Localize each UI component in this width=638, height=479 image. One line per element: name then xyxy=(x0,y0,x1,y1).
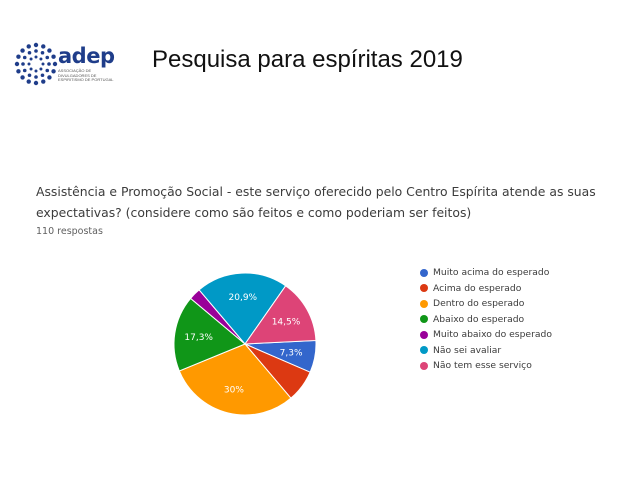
logo-dot xyxy=(45,55,50,60)
logo-dot xyxy=(33,80,39,86)
logo-dot xyxy=(33,42,39,48)
slide-title: Pesquisa para espíritas 2019 xyxy=(152,46,463,73)
logo-dot xyxy=(29,57,33,61)
logo-dot xyxy=(47,62,51,66)
logo-dot xyxy=(21,62,25,66)
logo-dot xyxy=(40,73,45,78)
pie-slice xyxy=(198,272,287,345)
logo-dot xyxy=(29,67,33,71)
legend-item: Não sei avaliar xyxy=(420,343,552,359)
legend-item: Dentro do esperado xyxy=(420,296,552,312)
legend-swatch xyxy=(420,361,428,370)
logo-dot xyxy=(27,50,32,55)
logo-dot xyxy=(34,75,38,79)
slice-label: 7,3% xyxy=(280,348,303,358)
adep-logo-mark xyxy=(14,42,58,86)
question-text: Assistência e Promoção Social - este ser… xyxy=(36,184,596,220)
logo-dot xyxy=(27,62,31,66)
logo-dot xyxy=(22,68,27,73)
legend-label: Muito abaixo do esperado xyxy=(433,329,552,341)
logo-dot xyxy=(22,55,27,60)
slice-label: 17,3% xyxy=(184,333,213,343)
logo-dot xyxy=(26,44,31,49)
legend-item: Muito abaixo do esperado xyxy=(420,327,552,343)
logo-dot xyxy=(26,79,31,84)
legend-item: Muito acima do esperado xyxy=(420,265,552,281)
legend-swatch xyxy=(420,330,428,339)
legend-label: Acima do esperado xyxy=(433,282,522,294)
logo-text: adep xyxy=(58,44,115,68)
logo-dot xyxy=(47,48,52,53)
logo-dot xyxy=(41,44,46,49)
adep-logo: adep Associação de Divulgadores de Espir… xyxy=(14,42,118,86)
legend-item: Acima do esperado xyxy=(420,281,552,297)
logo-dot xyxy=(41,79,46,84)
legend-item: Abaixo do esperado xyxy=(420,312,552,328)
logo-dot xyxy=(45,68,50,73)
legend-swatch xyxy=(420,284,428,293)
logo-dot xyxy=(34,69,38,73)
logo-dot xyxy=(39,67,43,71)
slice-label: 30% xyxy=(224,386,244,396)
legend-label: Não sei avaliar xyxy=(433,344,502,356)
logo-dot xyxy=(34,49,38,53)
legend-swatch xyxy=(420,299,428,308)
logo-dot xyxy=(20,48,25,53)
legend-item: Não tem esse serviço xyxy=(420,358,552,374)
slice-label: 14,5% xyxy=(272,317,301,327)
logo-dot xyxy=(40,50,45,55)
legend-swatch xyxy=(420,268,428,277)
logo-dot xyxy=(41,62,45,66)
logo-dot xyxy=(47,75,52,80)
response-count: 110 respostas xyxy=(36,226,103,237)
legend-label: Não tem esse serviço xyxy=(433,360,532,372)
pie-slice xyxy=(244,285,317,345)
legend-label: Muito acima do esperado xyxy=(433,267,550,279)
logo-dot xyxy=(39,57,43,61)
legend-swatch xyxy=(420,346,428,355)
pie-slice xyxy=(173,297,246,372)
pie-slice xyxy=(178,343,292,416)
legend-label: Abaixo do esperado xyxy=(433,313,525,325)
logo-dot xyxy=(51,54,56,59)
chart-legend: Muito acima do esperado Acima do esperado… xyxy=(420,265,552,374)
logo-subtitle: Associação de Divulgadores de Espiritism… xyxy=(58,68,114,82)
logo-dot xyxy=(34,55,38,59)
pie-chart: 7,3% 30% 17,3% 20,9% 14,5% xyxy=(173,272,317,416)
slice-label: 20,9% xyxy=(229,293,258,303)
logo-dot xyxy=(20,75,25,80)
logo-dot xyxy=(52,61,58,67)
logo-dot xyxy=(14,61,20,67)
logo-dot xyxy=(27,73,32,78)
legend-swatch xyxy=(420,315,428,324)
legend-label: Dentro do esperado xyxy=(433,298,525,310)
logo-dot xyxy=(16,69,21,74)
logo-dot xyxy=(51,69,56,74)
logo-dot xyxy=(16,54,21,59)
